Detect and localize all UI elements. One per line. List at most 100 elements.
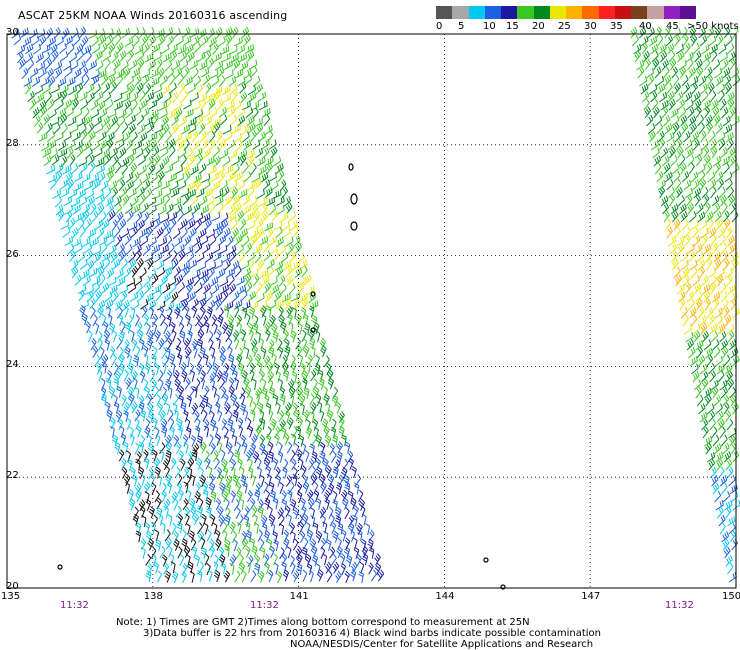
- wind-barb: [66, 140, 76, 150]
- wind-barb: [217, 36, 226, 48]
- wind-barb: [719, 51, 728, 63]
- wind-barb: [728, 434, 736, 447]
- wind-barb: [219, 149, 229, 160]
- wind-barb: [310, 369, 317, 382]
- wind-barb: [251, 234, 258, 247]
- wind-barb: [230, 393, 238, 406]
- wind-barb: [679, 66, 687, 79]
- wind-barb: [662, 202, 669, 215]
- wind-barb: [71, 27, 79, 40]
- wind-barb: [218, 138, 227, 151]
- wind-barb: [729, 58, 736, 71]
- wind-barb: [239, 466, 245, 479]
- wind-barb: [116, 74, 124, 87]
- wind-barb: [725, 554, 733, 567]
- wind-barb: [290, 433, 297, 446]
- wind-barb: [317, 569, 324, 582]
- wind-barb: [121, 457, 127, 470]
- wind-barb: [707, 218, 714, 231]
- wind-barb: [235, 276, 245, 286]
- wind-barb: [698, 27, 706, 39]
- wind-barb: [142, 172, 151, 184]
- wind-barb: [247, 554, 254, 567]
- wind-barb: [214, 401, 221, 414]
- wind-barb: [693, 330, 701, 343]
- wind-barb: [148, 59, 157, 71]
- wind-barb: [285, 202, 293, 215]
- wind-barb: [172, 60, 181, 71]
- wind-barb: [237, 362, 245, 375]
- wind-barb: [154, 330, 161, 343]
- wind-barb: [305, 418, 311, 431]
- wind-barb: [212, 43, 219, 55]
- wind-barb: [279, 386, 285, 399]
- wind-barb: [234, 305, 240, 318]
- wind-barb: [116, 211, 124, 224]
- wind-barb: [708, 362, 716, 375]
- wind-barb: [106, 35, 114, 47]
- wind-barb: [310, 545, 318, 558]
- wind-barb: [304, 449, 310, 463]
- wind-barb: [152, 417, 158, 430]
- wind-barb: [208, 299, 216, 312]
- wind-barb: [173, 369, 180, 383]
- wind-barb: [160, 43, 170, 54]
- wind-barb: [63, 196, 73, 207]
- wind-barb: [675, 91, 684, 103]
- wind-barb: [325, 465, 332, 478]
- wind-barb: [265, 305, 272, 318]
- wind-barb: [159, 141, 169, 152]
- wind-barb: [54, 132, 64, 142]
- wind-barb: [158, 67, 165, 80]
- wind-barb: [630, 26, 638, 39]
- wind-barb: [266, 361, 274, 374]
- wind-barb: [227, 106, 236, 118]
- wind-barb: [143, 353, 149, 366]
- wind-barb: [672, 258, 679, 271]
- wind-barb: [279, 179, 287, 192]
- x-tick-label: 144: [435, 591, 455, 602]
- wind-barb: [105, 196, 114, 207]
- wind-barb: [144, 52, 154, 63]
- wind-barb: [649, 83, 658, 95]
- wind-barb: [703, 339, 712, 351]
- wind-barb: [303, 345, 310, 358]
- wind-barb: [323, 489, 331, 502]
- wind-barb: [256, 292, 265, 303]
- wind-barb: [722, 162, 730, 175]
- wind-barb: [196, 338, 203, 351]
- wind-barb: [143, 457, 150, 470]
- wind-barb: [718, 186, 726, 199]
- wind-barb: [698, 354, 706, 367]
- wind-barb: [684, 234, 691, 247]
- wind-barb: [666, 226, 673, 239]
- wind-barb: [654, 115, 663, 127]
- wind-barb: [285, 266, 293, 278]
- wind-barb: [721, 106, 729, 119]
- wind-barb: [95, 289, 103, 302]
- wind-barb: [236, 481, 242, 495]
- wind-barb: [209, 514, 216, 527]
- wind-barb: [47, 130, 55, 142]
- wind-barb: [217, 409, 223, 422]
- wind-barb: [327, 474, 335, 487]
- wind-barb: [717, 227, 726, 239]
- wind-barb: [224, 545, 230, 558]
- wind-barb: [149, 370, 156, 383]
- wind-barb: [242, 161, 249, 174]
- wind-barb: [274, 260, 284, 271]
- wind-barb: [147, 562, 153, 575]
- wind-barb: [95, 60, 104, 72]
- wind-barb: [727, 235, 735, 247]
- wind-barb: [722, 538, 730, 551]
- wind-barb: [97, 69, 107, 79]
- wind-barb: [234, 570, 241, 583]
- wind-barb: [108, 75, 116, 87]
- wind-barb: [718, 418, 725, 431]
- wind-barb: [723, 451, 732, 463]
- wind-barb: [255, 425, 262, 438]
- wind-barb: [240, 260, 250, 271]
- wind-barb: [135, 530, 142, 543]
- wind-barb: [191, 305, 198, 318]
- wind-barb: [272, 353, 277, 366]
